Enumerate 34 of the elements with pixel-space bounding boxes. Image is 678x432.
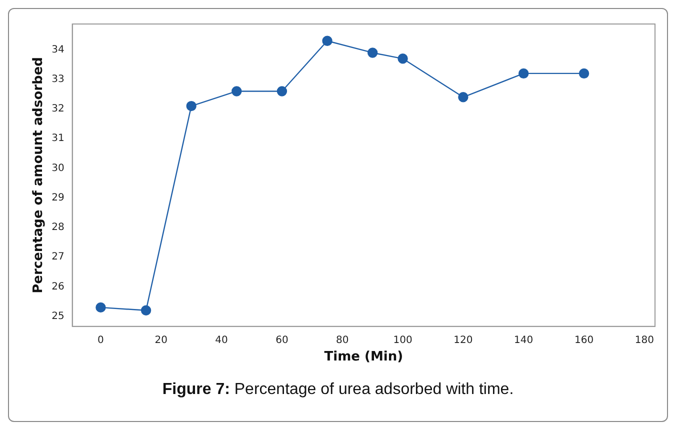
y-tick-label: 30 [52,162,64,174]
point [578,68,590,79]
point [96,302,106,313]
point [322,36,332,46]
x-tick-label: 180 [634,334,654,346]
y-axis-title: Percentage of amount adsorbed [31,57,46,294]
x-tick-label: 160 [574,334,594,346]
y-tick-label: 34 [52,44,64,56]
y-tick-label: 25 [52,310,64,322]
caption: Figure 7: Percentage of urea adsorbed with time. [162,381,514,398]
point [518,68,529,79]
point [232,86,242,96]
y-tick-label: 33 [52,74,64,85]
x-tick-label: 0 [98,334,104,346]
x-tick-label: 20 [154,334,168,346]
y-tick-label: 29 [52,192,64,204]
y-tick-label: 27 [52,252,64,263]
x-axis-title: Time (Min) [324,350,404,365]
point [458,92,468,102]
x-tick-label: 120 [454,334,473,346]
x-tick-label: 100 [393,334,412,346]
point [140,305,152,316]
y-tick-label: 28 [52,222,64,234]
x-tick-label: 60 [276,334,288,346]
y-tick-label: 32 [52,104,64,115]
point [276,86,288,96]
y-tick-label: 31 [52,133,64,144]
x-tick-label: 40 [215,334,228,346]
point [367,48,378,58]
x-tick-label: 80 [336,334,349,346]
y-tick-label: 26 [52,281,64,292]
x-tick-label: 140 [514,334,534,346]
point [186,100,196,112]
point [398,54,408,64]
